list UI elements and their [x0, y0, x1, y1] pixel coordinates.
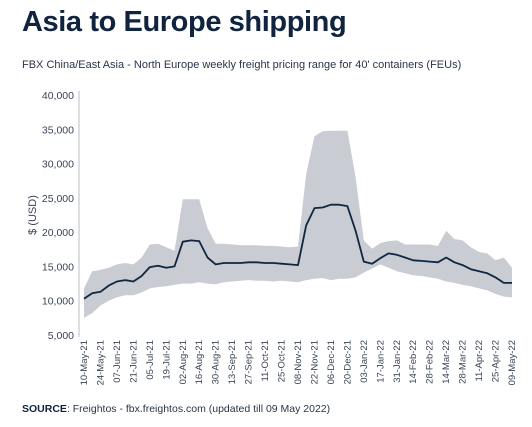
x-tick-label: 14-Feb-22 — [408, 340, 419, 384]
x-tick-label: 19-Jul-21 — [161, 340, 172, 380]
x-tick-label: 25-Oct-21 — [277, 340, 288, 382]
x-tick-label: 13-Sep-21 — [227, 340, 238, 384]
x-tick-label: 17-Jan-22 — [375, 340, 386, 383]
x-tick-label: 24-May-21 — [96, 340, 107, 385]
x-tick-label: 06-Dec-21 — [326, 340, 337, 384]
source-note: SOURCE: Freightos - fbx.freightos.com (u… — [22, 403, 330, 415]
x-tick-label: 03-Jan-22 — [359, 340, 370, 383]
y-tick-label: 5,000 — [48, 330, 74, 342]
x-tick-label: 11-Apr-22 — [474, 340, 485, 382]
chart-subtitle: FBX China/East Asia - North Europe weekl… — [22, 59, 462, 71]
y-tick-label: 30,000 — [42, 159, 74, 171]
y-tick-label: 35,000 — [42, 124, 74, 136]
source-text: : Freightos - fbx.freightos.com (updated… — [66, 403, 331, 415]
x-tick-label: 20-Dec-21 — [342, 340, 353, 384]
x-tick-label: 28-Mar-22 — [458, 340, 469, 384]
source-label: SOURCE — [22, 403, 67, 415]
y-tick-label: 25,000 — [42, 193, 74, 205]
x-tick-label: 25-Apr-22 — [491, 340, 502, 382]
x-tick-label: 08-Nov-21 — [293, 340, 304, 384]
price-range-band — [84, 130, 512, 318]
x-tick-label: 21-Jun-21 — [128, 340, 139, 383]
x-tick-labels: 10-May-21 24-May-21 07-Jun-21 21-Jun-21 05-J… — [79, 340, 518, 385]
x-tick-label: 27-Sep-21 — [244, 340, 255, 384]
x-tick-label: 31-Jan-22 — [392, 340, 403, 383]
y-tick-label: 40,000 — [42, 90, 74, 102]
y-tick-label: 15,000 — [42, 261, 74, 273]
x-tick-label: 05-Jul-21 — [145, 340, 156, 380]
x-tick-label: 22-Nov-21 — [310, 340, 321, 384]
median-price-line — [83, 203, 512, 300]
x-tick-label: 16-Aug-21 — [194, 340, 205, 384]
x-tick-label: 02-Aug-21 — [178, 340, 189, 384]
x-tick-label: 14-Mar-22 — [441, 340, 452, 384]
x-tick-label: 11-Oct-21 — [260, 340, 271, 382]
x-tick-label: 07-Jun-21 — [112, 340, 123, 383]
y-tick-labels: 5,000 10,000 15,000 20,000 25,000 30,000 35,00… — [42, 90, 74, 342]
chart-title: Asia to Europe shipping — [22, 6, 347, 38]
y-tick-label: 10,000 — [42, 296, 74, 308]
x-tick-label: 28-Feb-22 — [425, 340, 436, 384]
x-tick-label: 30-Aug-21 — [211, 340, 222, 384]
x-tick-label: 09-May-22 — [507, 340, 518, 385]
x-tick-label: 10-May-21 — [79, 340, 90, 385]
y-axis-label: $ (USD) — [27, 195, 39, 235]
y-tick-label: 20,000 — [42, 227, 74, 239]
